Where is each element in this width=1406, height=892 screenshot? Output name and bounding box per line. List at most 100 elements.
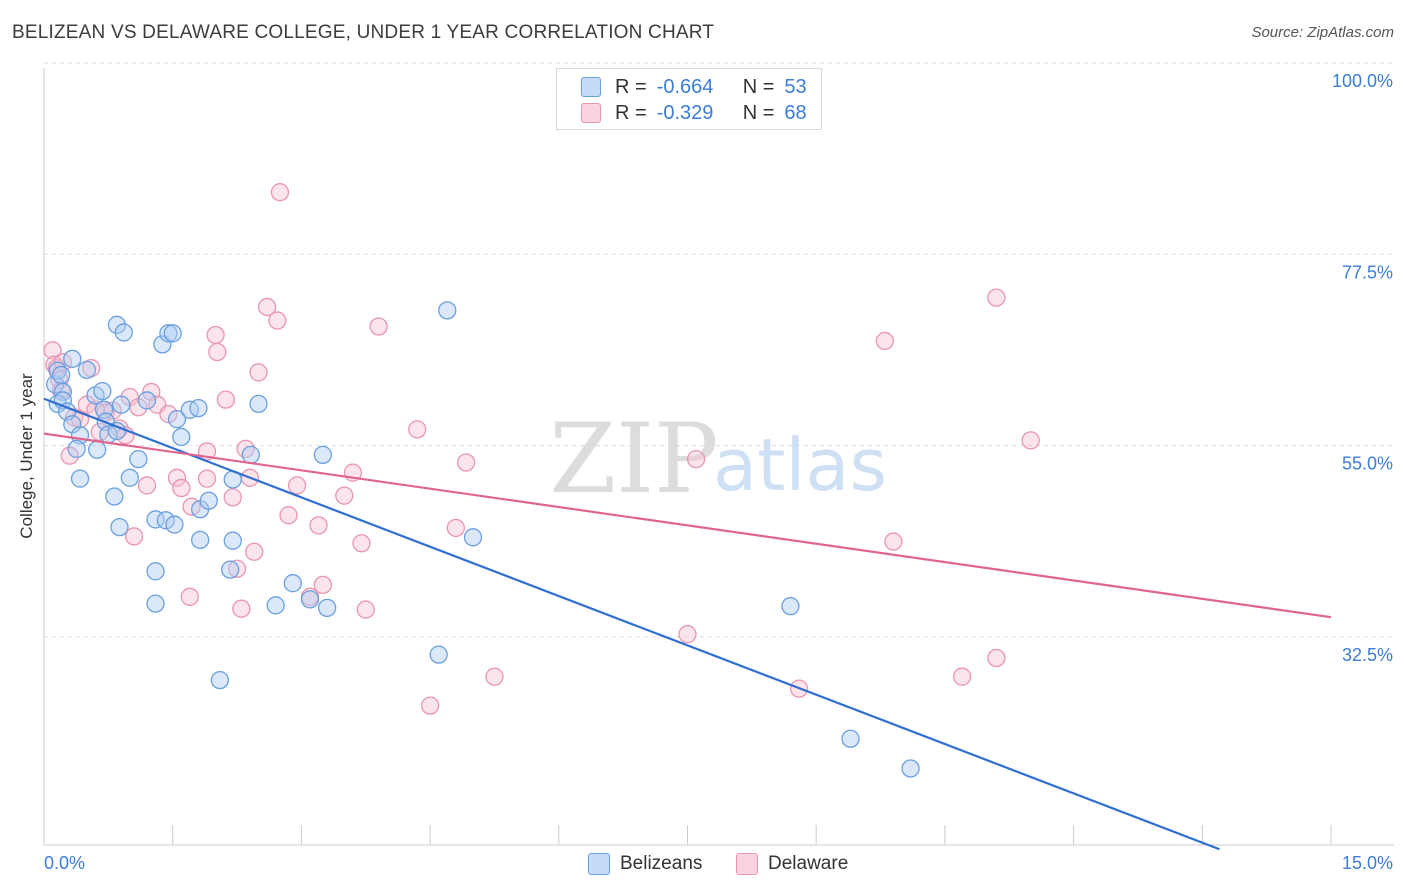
bottom-legend-belizeans[interactable]: Belizeans (588, 851, 702, 877)
legend-r-value: -0.329 (656, 101, 714, 124)
delaware-point (60, 446, 79, 465)
axis-labels: 32.5% 55.0% 77.5% 100.0% 0.0% 15.0% College, U… (17, 71, 1393, 873)
belizean-point (223, 531, 242, 550)
delaware-point (313, 575, 333, 595)
delaware-point (180, 587, 200, 606)
belizean-point (112, 395, 131, 414)
y-tick-label: 100.0% (1332, 71, 1393, 91)
delaware-point (1021, 431, 1040, 450)
belizean-point (172, 427, 191, 447)
chart-title: BELIZEAN VS DELAWARE COLLEGE, UNDER 1 YE… (12, 22, 715, 43)
delaware-point (270, 183, 290, 202)
delaware-points (43, 183, 1040, 715)
legend-r-value: -0.664 (656, 75, 714, 98)
trend-lines (43, 397, 1332, 851)
belizean-point (137, 391, 157, 410)
delaware-point (369, 317, 388, 336)
belizean-point (70, 469, 90, 488)
delaware-point (287, 476, 307, 495)
belizean-point (146, 562, 165, 581)
belizean-point (266, 596, 285, 615)
legend-n-value: 53 (784, 75, 807, 98)
pink-swatch-icon (736, 853, 758, 875)
belizean-trend-line (43, 397, 1220, 851)
blue-swatch-icon (581, 77, 601, 97)
delaware-point (124, 527, 144, 546)
delaware-trend-line (43, 432, 1332, 619)
pink-swatch-icon (581, 103, 601, 123)
delaware-point (335, 486, 354, 505)
legend-r-label: R = (615, 101, 647, 124)
delaware-point (206, 325, 225, 345)
belizean-point (901, 759, 920, 778)
y-axis-label: College, Under 1 year (17, 373, 36, 539)
belizean-point (77, 360, 97, 380)
legend-row-belizeans: R = -0.664 N = 53 (581, 74, 807, 100)
y-tick-label: 77.5% (1342, 262, 1393, 282)
y-tick-label: 32.5% (1342, 645, 1393, 665)
belizean-point (88, 440, 107, 459)
delaware-point (268, 311, 287, 330)
delaware-point (257, 297, 277, 317)
belizean-points (46, 301, 920, 778)
bottom-legend-belizeans-label: Belizeans (620, 853, 703, 874)
belizean-point (221, 560, 240, 579)
belizean-point (249, 394, 268, 414)
belizean-point (463, 528, 483, 547)
delaware-point (43, 341, 62, 360)
belizean-point (199, 491, 218, 510)
source-credit: Source: ZipAtlas.com (1251, 24, 1394, 41)
stats-legend: R = -0.664 N = 53 R = -0.329 N = 68 (556, 68, 822, 130)
delaware-point (309, 516, 328, 535)
watermark-atlas: atlas (713, 423, 887, 507)
delaware-point (352, 534, 371, 553)
legend-n-value: 68 (784, 101, 807, 124)
belizean-point (120, 468, 139, 487)
belizean-point (93, 381, 112, 401)
legend-row-delaware: R = -0.329 N = 68 (581, 100, 807, 126)
delaware-point (172, 478, 191, 498)
delaware-point (167, 468, 187, 487)
watermark: ZIP atlas (549, 403, 887, 515)
belizean-point (110, 517, 129, 537)
delaware-point (223, 488, 242, 507)
legend-r-label: R = (615, 75, 647, 98)
delaware-point (987, 648, 1006, 668)
delaware-point (987, 288, 1006, 307)
belizean-point (429, 645, 448, 664)
belizean-point (781, 597, 800, 616)
delaware-point (456, 453, 476, 472)
belizean-point (67, 439, 86, 459)
belizean-point (189, 398, 208, 418)
delaware-point (232, 599, 251, 618)
watermark-zip: ZIP (549, 403, 718, 515)
delaware-point (884, 532, 903, 551)
delaware-point (446, 518, 465, 538)
belizean-point (438, 301, 457, 320)
belizean-point (191, 530, 210, 549)
delaware-point (485, 667, 504, 686)
delaware-point (137, 476, 157, 495)
legend-n-label: N = (742, 101, 775, 124)
delaware-point (245, 542, 264, 561)
belizean-point (129, 449, 148, 469)
belizean-point (167, 409, 187, 429)
y-tick-label: 55.0% (1342, 454, 1393, 474)
belizean-point (63, 349, 82, 368)
delaware-point (952, 667, 972, 686)
bottom-legend-delaware[interactable]: Delaware (736, 851, 848, 877)
x-tick-label: 0.0% (44, 853, 85, 873)
belizean-point (300, 590, 320, 609)
delaware-point (227, 559, 247, 578)
belizean-point (163, 324, 182, 343)
belizean-point (210, 670, 230, 690)
belizean-point (241, 445, 260, 465)
legend-n-label: N = (742, 75, 775, 98)
belizean-point (283, 574, 302, 593)
delaware-point (197, 469, 217, 488)
delaware-point (686, 449, 706, 469)
bottom-legend-delaware-label: Delaware (768, 853, 849, 874)
belizean-point (46, 375, 65, 394)
belizean-point (107, 315, 127, 334)
